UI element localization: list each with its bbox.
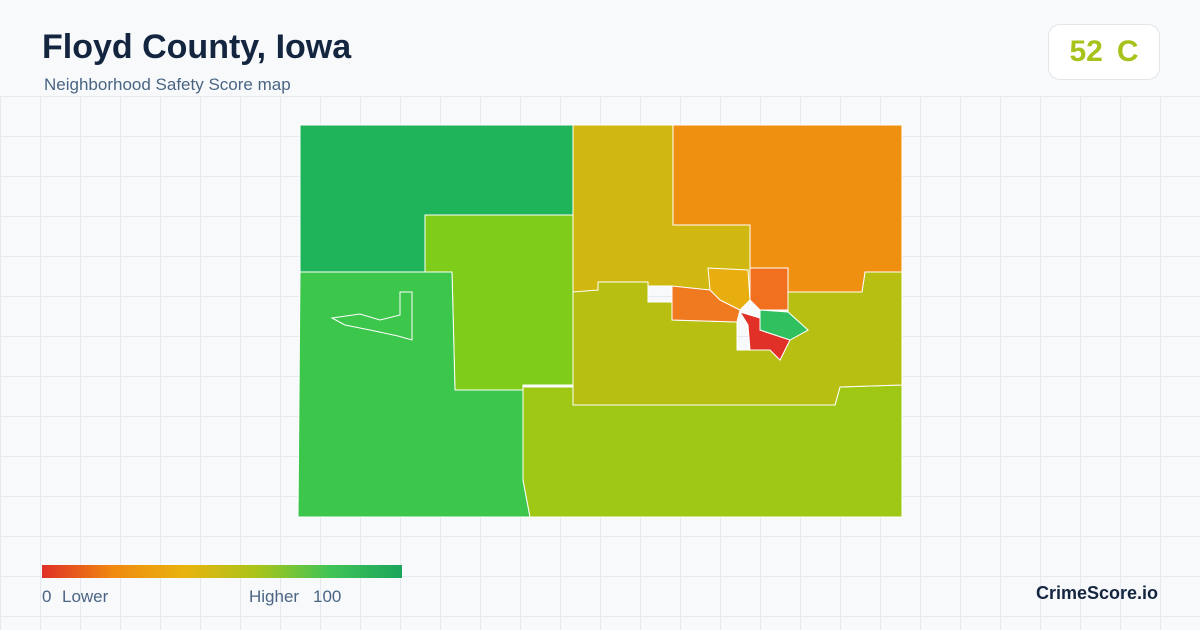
score-value: 52 <box>1069 35 1103 68</box>
city-outline <box>330 291 413 341</box>
region <box>707 267 751 311</box>
legend-max-label: Higher <box>249 587 300 606</box>
legend-min-label: Lower <box>62 587 109 606</box>
region <box>759 309 809 341</box>
title: Floyd County, Iowa <box>42 28 352 66</box>
subtitle: Neighborhood Safety Score map <box>44 75 291 94</box>
score-badge: 52 C <box>1048 24 1160 80</box>
legend-gradient <box>42 565 402 578</box>
legend-max: 100 <box>313 587 342 606</box>
score-grade: C <box>1116 35 1139 68</box>
brand: CrimeScore.io <box>1035 583 1158 603</box>
legend-min: 0 <box>42 587 52 606</box>
region <box>749 267 789 311</box>
